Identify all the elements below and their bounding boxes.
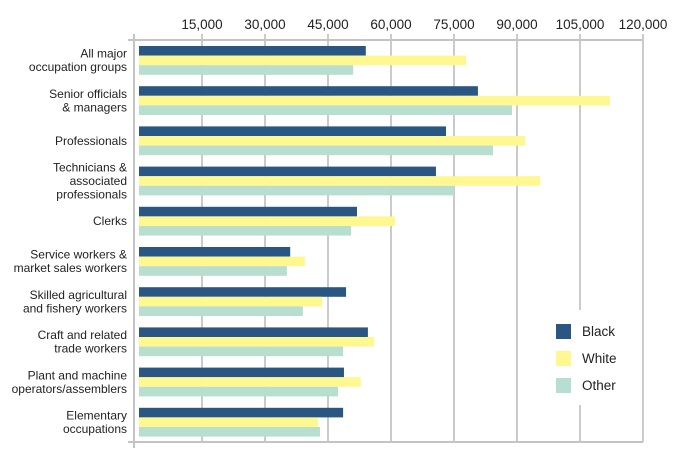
bar-white [139, 136, 525, 146]
bar-other [139, 185, 454, 196]
category-label: associated [70, 174, 127, 188]
x-tick-label: 120,000 [619, 17, 668, 32]
category-label: Technicians & [53, 161, 127, 175]
category-label: All major [80, 47, 127, 61]
bar-other [139, 145, 494, 156]
bar-white [139, 296, 323, 307]
category-label: market sales workers [14, 261, 127, 275]
bar-white [139, 417, 318, 427]
x-tick-label: 30,000 [244, 17, 285, 32]
bar-black [139, 166, 436, 177]
bar-white [139, 256, 305, 267]
category-label: operators/assemblers [12, 382, 127, 396]
bar-black [139, 126, 447, 136]
bar-other [139, 226, 352, 236]
bar-other [139, 266, 287, 276]
bar-white [139, 337, 375, 347]
category-label: Service workers & [30, 248, 127, 262]
bar-white [139, 377, 361, 387]
axes [128, 34, 643, 448]
bar-black [139, 206, 357, 217]
bar-black [139, 86, 478, 96]
x-tick-label: 90,000 [496, 17, 537, 32]
x-tick-label: 105,000 [556, 17, 605, 32]
bar-black [139, 247, 291, 257]
bar-other [139, 65, 354, 75]
legend-label-white: White [582, 351, 617, 366]
legend-swatch-other [556, 378, 571, 393]
category-label: Skilled agricultural [30, 288, 127, 302]
x-tick-labels: 15,000 30,000 45,000 60,000 75,000 90,000 105,… [181, 17, 667, 32]
legend-swatch-black [556, 324, 571, 339]
category-label: Clerks [93, 214, 127, 228]
category-label: and fishery workers [23, 301, 127, 315]
category-label: trade workers [54, 342, 127, 356]
legend: Black White Other [540, 310, 636, 405]
category-label: & managers [62, 100, 127, 114]
bar-other [139, 105, 512, 115]
bar-other [139, 346, 344, 357]
category-label: Senior officials [49, 87, 127, 101]
bar-other [139, 306, 303, 316]
x-tick-label: 60,000 [370, 17, 411, 32]
category-label: Plant and machine [28, 368, 128, 382]
category-label: occupation groups [29, 60, 127, 74]
legend-label-black: Black [582, 324, 615, 339]
bar-black [139, 407, 344, 418]
category-label: Professionals [55, 134, 127, 148]
bar-other [139, 427, 321, 437]
x-tick-label: 75,000 [433, 17, 474, 32]
category-label: occupations [63, 422, 127, 436]
bar-black [139, 367, 344, 378]
bar-white [139, 176, 541, 186]
bar-white [139, 95, 610, 106]
x-tick-label: 15,000 [181, 17, 222, 32]
bar-black [139, 46, 366, 56]
bar-white [139, 55, 467, 66]
bar-other [139, 386, 339, 397]
bar-black [139, 287, 347, 297]
bars [139, 46, 610, 437]
category-label: Craft and related [38, 328, 127, 342]
bar-black [139, 327, 368, 337]
x-tick-label: 45,000 [307, 17, 348, 32]
legend-label-other: Other [582, 378, 616, 393]
category-label: professionals [56, 188, 127, 202]
legend-swatch-white [556, 351, 571, 366]
category-label: Elementary [66, 408, 127, 422]
bar-white [139, 216, 396, 226]
